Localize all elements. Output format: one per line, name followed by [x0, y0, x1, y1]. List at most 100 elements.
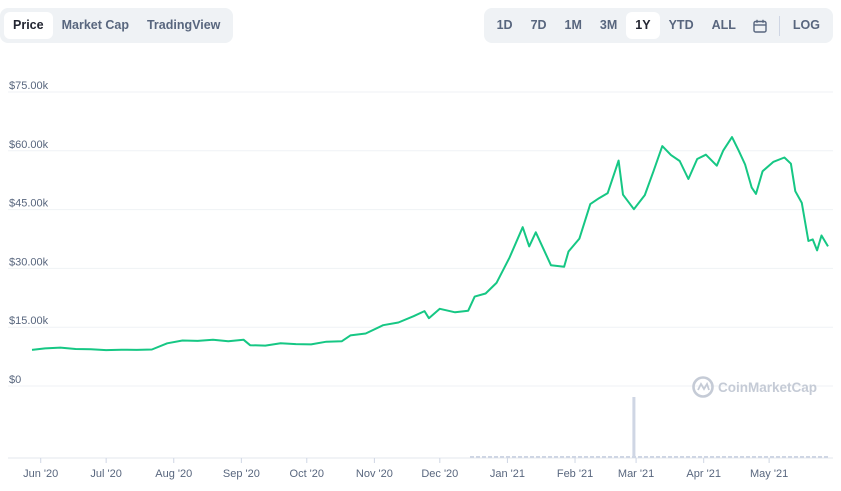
volume-bar	[482, 456, 486, 458]
calendar-icon	[753, 19, 767, 33]
volume-bar	[758, 456, 762, 458]
volume-bar	[638, 456, 642, 458]
x-tick-label: May '21	[750, 468, 788, 480]
volume-bar	[614, 456, 618, 458]
volume-bar	[674, 456, 678, 458]
volume-bar	[746, 456, 750, 458]
x-tick-label: Nov '20	[356, 468, 393, 480]
volume-bar	[704, 456, 708, 458]
volume-bar	[506, 456, 510, 458]
volume-bar	[572, 456, 576, 458]
chart-view-tabs: Price Market Cap TradingView	[0, 8, 234, 43]
volume-bar	[812, 456, 816, 458]
y-tick-label: $30.00k	[9, 256, 49, 268]
price-series-line	[31, 136, 829, 352]
volume-spike-bar	[632, 397, 636, 458]
y-tick-label: $75.00k	[9, 80, 49, 92]
range-7d[interactable]: 7D	[530, 18, 547, 32]
x-tick-label: Aug '20	[155, 468, 192, 480]
volume-bar	[806, 456, 810, 458]
x-axis-labels: Jun '20 Jul '20 Aug '20 Sep '20 Oct '20 Nov '…	[23, 458, 788, 480]
range-1d[interactable]: 1D	[496, 18, 513, 32]
tab-market-cap[interactable]: Market Cap	[61, 18, 129, 32]
volume-bar	[734, 456, 738, 458]
volume-bar	[722, 456, 726, 458]
x-tick-label: Feb '21	[557, 468, 593, 480]
volume-bar	[794, 456, 798, 458]
volume-bar	[740, 456, 744, 458]
volume-bar	[560, 456, 564, 458]
volume-bar	[518, 456, 522, 458]
volume-bars	[470, 397, 828, 458]
range-ytd[interactable]: YTD	[668, 18, 694, 32]
volume-bar	[590, 456, 594, 458]
tab-price[interactable]: Price	[4, 12, 53, 39]
volume-bar	[716, 456, 720, 458]
volume-bar	[698, 456, 702, 458]
volume-bar	[782, 456, 786, 458]
range-3m[interactable]: 3M	[599, 18, 618, 32]
volume-bar	[644, 456, 648, 458]
date-picker-button[interactable]	[745, 12, 775, 39]
volume-bar	[668, 456, 672, 458]
volume-bar	[686, 456, 690, 458]
volume-bar	[620, 456, 624, 458]
x-tick-label: Jul '20	[90, 468, 121, 480]
grid-lines	[8, 91, 833, 459]
volume-bar	[548, 456, 552, 458]
y-axis-labels: $0 $15.00k $30.00k $45.00k $60.00k $75.00k	[9, 80, 49, 386]
volume-bar	[566, 456, 570, 458]
time-range-tabs: 1D 7D 1M 3M 1Y YTD ALL LOG	[483, 8, 833, 43]
volume-bar	[818, 456, 822, 458]
volume-bar	[524, 456, 528, 458]
volume-bar	[662, 456, 666, 458]
y-tick-label: $15.00k	[9, 315, 49, 327]
x-tick-label: Mar '21	[618, 468, 654, 480]
volume-bar	[554, 456, 558, 458]
volume-bar	[584, 456, 588, 458]
volume-bar	[764, 456, 768, 458]
volume-bar	[626, 456, 630, 458]
y-tick-label: $45.00k	[9, 198, 49, 210]
volume-bar	[752, 456, 756, 458]
volume-bar	[536, 456, 540, 458]
coinmarketcap-logo-mark	[697, 381, 710, 391]
volume-bar	[512, 456, 516, 458]
y-tick-label: $0	[9, 374, 21, 386]
volume-bar	[470, 456, 474, 458]
range-1y[interactable]: 1Y	[626, 12, 660, 39]
coinmarketcap-watermark: CoinMarketCap	[692, 376, 817, 398]
x-tick-label: Apr '21	[686, 468, 721, 480]
volume-bar	[770, 456, 774, 458]
volume-bar	[608, 456, 612, 458]
volume-bar	[488, 456, 492, 458]
x-tick-label: Dec '20	[421, 468, 458, 480]
volume-bar	[596, 456, 600, 458]
volume-bar	[530, 456, 534, 458]
volume-bar	[788, 456, 792, 458]
volume-bar	[800, 456, 804, 458]
volume-bar	[476, 456, 480, 458]
log-scale-toggle[interactable]: LOG	[792, 18, 820, 32]
volume-bar	[680, 456, 684, 458]
tab-tradingview[interactable]: TradingView	[146, 18, 221, 32]
volume-bar	[728, 456, 732, 458]
volume-bar	[578, 456, 582, 458]
y-tick-label: $60.00k	[9, 139, 49, 151]
x-tick-label: Sep '20	[223, 468, 260, 480]
range-all[interactable]: ALL	[711, 18, 736, 32]
volume-bar	[542, 456, 546, 458]
volume-bar	[494, 456, 498, 458]
x-tick-label: Jun '20	[23, 468, 58, 480]
volume-bar	[776, 456, 780, 458]
volume-bar	[656, 456, 660, 458]
watermark-text: CoinMarketCap	[718, 380, 817, 395]
range-1m[interactable]: 1M	[564, 18, 582, 32]
volume-bar	[710, 456, 714, 458]
x-tick-label: Oct '20	[290, 468, 325, 480]
volume-bar	[602, 456, 606, 458]
coinmarketcap-logo-icon	[692, 376, 714, 398]
x-tick-label: Jan '21	[490, 468, 525, 480]
volume-bar	[500, 456, 504, 458]
